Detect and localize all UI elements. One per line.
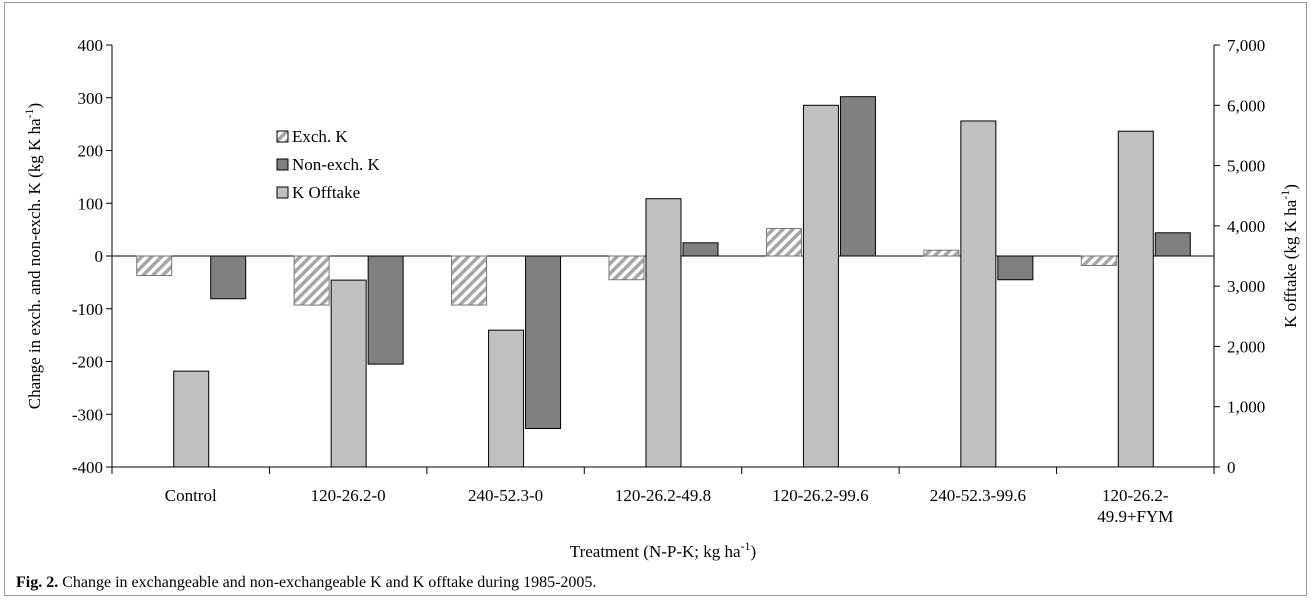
left-tick-label: -100 (72, 300, 103, 319)
bar-k-offtake (488, 329, 525, 468)
caption-label: Fig. 2. (16, 574, 59, 591)
x-axis-title: Treatment (N-P-K; kg ha-1) (570, 539, 756, 561)
legend: Exch. K Non-exch. K K Offtake (276, 127, 381, 202)
bar-non-exch-k (367, 255, 404, 365)
left-tick-label: 100 (78, 194, 104, 213)
bar-exch-k (293, 255, 330, 306)
bar-k-offtake (960, 120, 997, 468)
bar-exch-k (765, 228, 802, 257)
bar-exch-k (136, 255, 173, 277)
legend-swatch (276, 186, 289, 199)
x-tick-label: 120-26.2-99.6 (772, 486, 868, 505)
bar-non-exch-k (997, 255, 1034, 281)
caption-text: Change in exchangeable and non-exchangea… (58, 574, 597, 591)
right-tick-label: 0 (1227, 458, 1236, 477)
left-tick-label: -200 (72, 353, 103, 372)
right-tick-label: 7,000 (1227, 36, 1265, 55)
right-tick-label: 3,000 (1227, 277, 1265, 296)
right-tick-label: 5,000 (1227, 157, 1265, 176)
bar-exch-k (451, 255, 488, 306)
bar-k-offtake (645, 198, 682, 468)
labels-group: 400 300 200 100 0 -100 -200 -300 -400 7,000 6,000 5… (22, 36, 1300, 561)
left-tick-label: -300 (72, 405, 103, 424)
right-axis-title: K offtake (kg K ha-1) (1278, 184, 1300, 328)
x-tick-label: 49.9+FYM (1097, 507, 1173, 526)
legend-label: K Offtake (292, 183, 360, 202)
figure-caption: Fig. 2. Change in exchangeable and non-e… (16, 574, 596, 592)
x-tick-label: 240-52.3-0 (468, 486, 543, 505)
left-tick-label: -400 (72, 458, 103, 477)
legend-label: Exch. K (292, 127, 348, 146)
bar-non-exch-k (210, 255, 247, 300)
right-tick-label: 6,000 (1227, 96, 1265, 115)
bar-non-exch-k (525, 255, 562, 429)
x-tick-label: 120-26.2-49.8 (615, 486, 711, 505)
left-tick-label: 400 (78, 36, 104, 55)
x-tick-label: 120-26.2-0 (311, 486, 386, 505)
bar-k-offtake (1117, 130, 1154, 468)
legend-label: Non-exch. K (292, 155, 381, 174)
bar-k-offtake (173, 370, 210, 468)
bar-exch-k (923, 249, 960, 257)
legend-swatch (276, 158, 289, 171)
right-tick-label: 2,000 (1227, 337, 1265, 356)
bars-group (136, 96, 1191, 468)
x-tick-label: Control (165, 486, 217, 505)
bar-k-offtake (802, 104, 839, 468)
bar-exch-k (608, 255, 645, 281)
bar-exch-k (1080, 255, 1117, 266)
right-tick-label: 1,000 (1227, 398, 1265, 417)
bar-non-exch-k (839, 96, 876, 257)
bar-non-exch-k (682, 242, 719, 257)
bar-k-offtake (330, 279, 367, 468)
legend-swatch (276, 130, 289, 143)
left-tick-label: 0 (95, 247, 104, 266)
x-tick-label: 240-52.3-99.6 (930, 486, 1026, 505)
bar-non-exch-k (1154, 232, 1191, 257)
left-axis-title: Change in exch. and non-exch. K (kg K ha… (22, 103, 44, 409)
figure-frame (4, 2, 1307, 596)
right-tick-label: 4,000 (1227, 217, 1265, 236)
x-tick-label: 120-26.2- (1102, 486, 1169, 505)
left-tick-label: 200 (78, 142, 104, 161)
left-tick-label: 300 (78, 89, 104, 108)
